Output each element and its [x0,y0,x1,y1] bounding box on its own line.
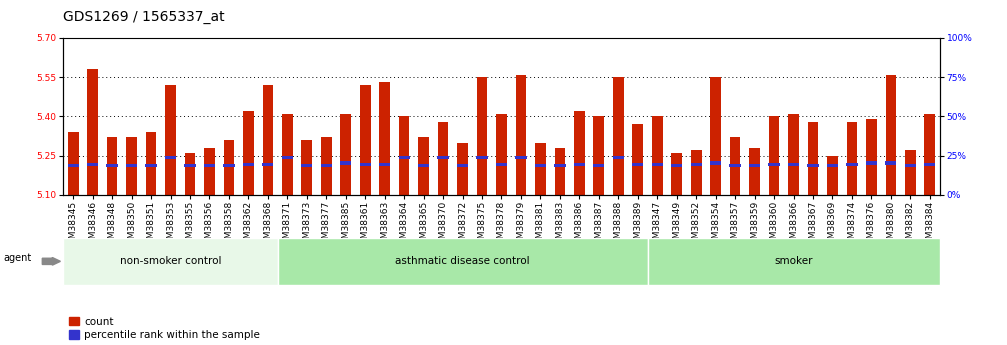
Bar [126,164,137,167]
Bar [399,116,410,195]
Bar [380,82,390,195]
Bar [399,156,410,159]
Bar [146,132,156,195]
Bar [749,164,760,167]
Bar [885,161,896,165]
Bar [516,156,527,159]
Bar [555,148,565,195]
Bar [87,163,99,166]
Bar [924,114,936,195]
Bar [203,164,215,167]
Bar [613,77,623,195]
Bar [67,132,79,195]
Legend: count, percentile rank within the sample: count, percentile rank within the sample [68,317,260,340]
Bar [126,137,137,195]
Bar [88,69,98,195]
Bar [437,156,449,159]
Bar [729,164,741,167]
Bar [787,163,800,166]
Bar [535,142,546,195]
Bar [554,164,566,167]
Bar [359,85,371,195]
Bar [379,163,391,166]
Bar [827,164,838,167]
Bar [418,164,429,167]
Bar [904,164,916,167]
Text: asthmatic disease control: asthmatic disease control [395,256,530,266]
Bar [165,156,176,159]
Text: smoker: smoker [774,256,813,266]
Bar [788,114,799,195]
Bar [340,114,351,195]
Bar [282,156,293,159]
Bar [574,163,585,166]
Text: agent: agent [3,253,31,263]
Bar [866,119,877,195]
Bar [516,75,527,195]
Bar [847,122,857,195]
Bar [691,150,702,195]
Bar [593,116,604,195]
Bar [768,116,779,195]
Bar [671,164,683,167]
Bar [224,164,235,167]
Bar [496,114,507,195]
Bar [243,163,254,166]
Bar [710,77,721,195]
Bar [827,156,838,195]
Bar [340,161,351,165]
Bar [691,163,702,166]
Bar [710,161,721,165]
Bar [905,150,915,195]
Text: non-smoker control: non-smoker control [120,256,222,266]
Bar [224,140,235,195]
Bar [730,137,740,195]
Bar [165,85,176,195]
Bar [320,164,332,167]
Bar [495,163,508,166]
Bar [301,140,312,195]
Bar [263,85,273,195]
Bar [438,122,448,195]
Bar [535,164,546,167]
Bar [301,164,312,167]
Bar [457,142,468,195]
Bar [184,164,195,167]
Bar [243,111,254,195]
Bar [593,164,604,167]
Bar [145,164,157,167]
Bar [476,77,487,195]
Bar [574,111,585,195]
Bar [885,75,896,195]
Bar [672,153,682,195]
Bar [359,163,371,166]
Bar [204,148,214,195]
Bar [476,156,487,159]
Bar [67,164,79,167]
Bar [749,148,760,195]
Bar [612,156,624,159]
Bar [262,163,274,166]
Bar [652,163,663,166]
Bar [632,163,643,166]
Bar [768,163,779,166]
Bar [457,164,468,167]
Bar [418,137,429,195]
Bar [846,163,858,166]
Text: GDS1269 / 1565337_at: GDS1269 / 1565337_at [63,10,226,24]
Bar [184,153,195,195]
Bar [107,137,118,195]
Bar [632,124,643,195]
Bar [924,163,936,166]
Bar [866,161,877,165]
Bar [808,164,819,167]
Bar [808,122,819,195]
Bar [321,137,331,195]
Bar [282,114,293,195]
Bar [107,164,118,167]
Bar [652,116,663,195]
